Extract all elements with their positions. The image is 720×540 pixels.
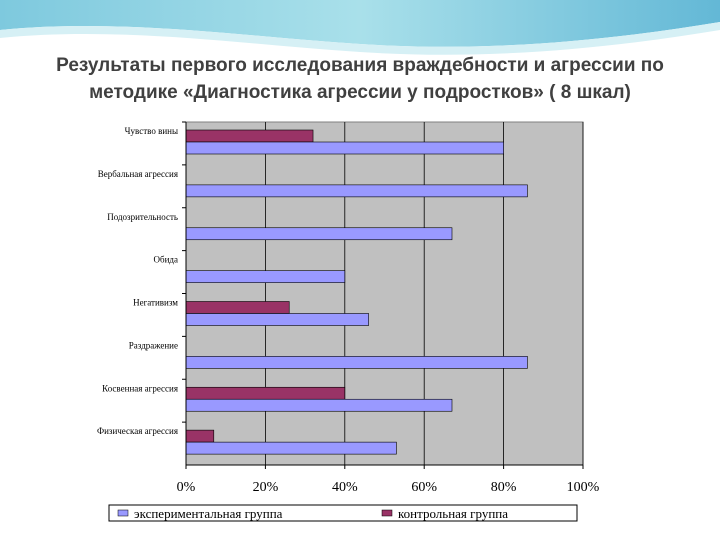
x-tick-label: 80%	[491, 480, 517, 495]
bar-experimental	[185, 227, 453, 241]
bar-experimental	[185, 398, 453, 412]
category-label: Подозрительность	[107, 212, 178, 222]
legend-label-experimental: экспериментальная группа	[134, 506, 283, 521]
x-tick-label: 0%	[177, 480, 196, 495]
legend: экспериментальная группа контрольная гру…	[108, 504, 578, 522]
slide-title-line-1: Результаты первого исследования враждебн…	[56, 55, 664, 76]
category-label: Вербальная агрессия	[98, 169, 178, 179]
bar-experimental	[185, 313, 369, 326]
category-label: Физическая агрессия	[97, 426, 178, 436]
legend-swatch-control	[381, 509, 393, 517]
bar-control	[185, 129, 314, 143]
slide-title-line-2: методике «Диагностика агрессии у подрост…	[89, 82, 631, 103]
slide-title: Результаты первого исследования враждебн…	[20, 52, 700, 106]
bar-experimental	[185, 356, 528, 369]
bar-experimental	[185, 141, 504, 155]
plot-area	[185, 121, 584, 466]
category-label: Обида	[154, 255, 178, 265]
category-label: Негативизм	[133, 298, 178, 308]
category-label: Чувство вины	[125, 126, 178, 136]
bar-experimental	[185, 441, 397, 455]
legend-box	[108, 504, 578, 522]
legend-swatch-experimental	[117, 509, 129, 517]
category-label: Косвенная агрессия	[102, 383, 178, 393]
x-tick-label: 20%	[253, 480, 279, 495]
category-tick-marks	[182, 121, 186, 423]
bar-experimental	[185, 184, 528, 198]
bar-control	[185, 429, 215, 443]
bars	[185, 129, 528, 455]
x-tick-label: 100%	[567, 480, 600, 495]
category-labels: Чувство вины Вербальная агрессия Подозрите…	[97, 126, 178, 436]
bar-experimental	[185, 270, 346, 283]
bar-control	[185, 386, 346, 400]
bar-control	[185, 301, 290, 314]
header-wave-decoration	[0, 0, 720, 55]
category-label: Раздражение	[129, 340, 178, 350]
x-tick-label: 40%	[332, 480, 358, 495]
legend-label-control: контрольная группа	[398, 506, 508, 521]
x-axis-tick-labels: 0% 20% 40% 60% 80% 100%	[177, 465, 600, 495]
x-tick-label: 60%	[411, 480, 437, 495]
